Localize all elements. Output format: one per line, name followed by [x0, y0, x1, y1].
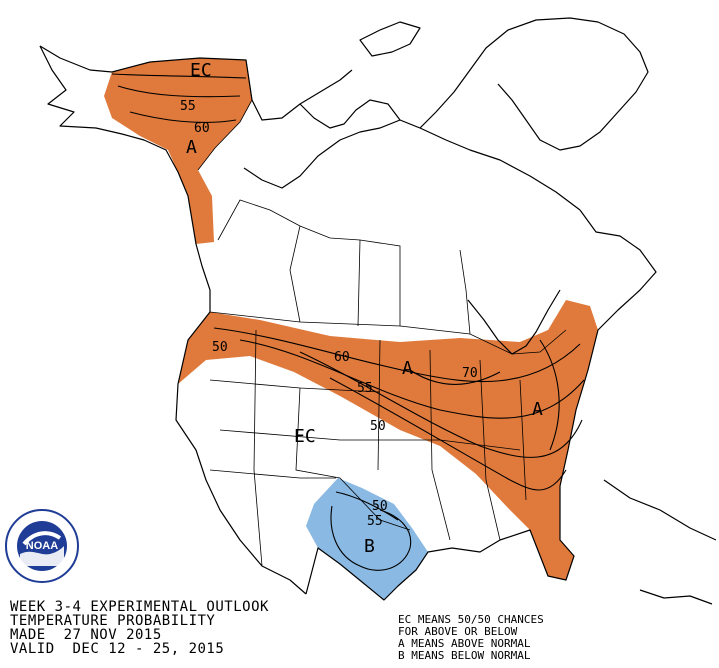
above-normal-conus [178, 300, 598, 580]
alaska-60-label: 60 [194, 121, 210, 136]
east-70-label: 70 [462, 366, 478, 381]
ec-conus-label: EC [294, 426, 316, 447]
east-a-label: A [532, 399, 543, 420]
outlook-info: WEEK 3-4 EXPERIMENTAL OUTLOOK TEMPERATURE… [10, 600, 269, 656]
coastlines [39, 17, 717, 605]
legend: EC MEANS 50/50 CHANCES FOR ABOVE OR BELOW… [398, 614, 544, 662]
outlook-title: WEEK 3-4 EXPERIMENTAL OUTLOOK [10, 599, 269, 615]
below-normal-texas [306, 478, 428, 600]
legend-ec: EC MEANS 50/50 CHANCES [398, 613, 544, 626]
west-50-label: 50 [212, 340, 228, 355]
outlook-made-date: MADE 27 NOV 2015 [10, 627, 162, 643]
legend-a: A MEANS ABOVE NORMAL [398, 637, 531, 650]
ec-alaska-label: EC [190, 60, 212, 81]
mid-60-label: 60 [334, 350, 350, 365]
alaska-55-label: 55 [180, 99, 196, 114]
contours [111, 73, 585, 571]
outlook-subtitle: TEMPERATURE PROBABILITY [10, 613, 216, 629]
mid-a-label: A [402, 358, 413, 379]
noaa-logo-text: NOAA [26, 540, 58, 552]
legend-ec-2: FOR ABOVE OR BELOW [398, 625, 518, 638]
alaska-a-label: A [186, 137, 197, 158]
outlook-valid-range: VALID DEC 12 - 25, 2015 [10, 641, 225, 657]
tx-50-label: 50 [372, 499, 388, 514]
mid-50-label: 50 [370, 419, 386, 434]
tx-55-label: 55 [367, 514, 383, 529]
legend-b: B MEANS BELOW NORMAL [398, 649, 531, 662]
above-normal-alaska [104, 58, 252, 244]
mid-55-label: 55 [357, 381, 373, 396]
tx-b-label: B [364, 536, 375, 557]
noaa-logo: NOAA [4, 508, 80, 584]
